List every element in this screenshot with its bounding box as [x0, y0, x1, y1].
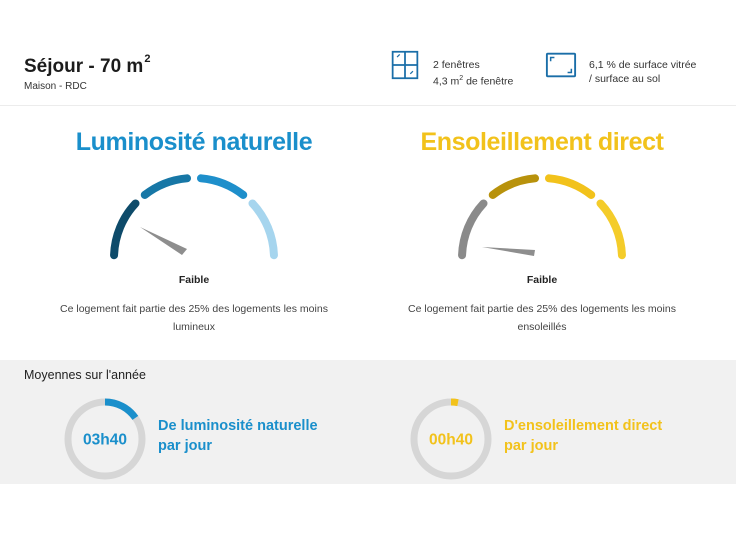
luminosity-gauge	[110, 174, 278, 260]
room-header: Séjour - 70 m2 Maison - RDC 2 fenêtres 4…	[0, 0, 736, 106]
luminosity-gauge-segment-2	[140, 174, 192, 199]
sunshine-title: Ensoleillement direct	[420, 128, 664, 156]
luminosity-description: Ce logement fait partie des 25% des loge…	[60, 303, 328, 333]
luminosity-ring-progress	[64, 398, 146, 480]
sunshine-level: Faible	[526, 274, 558, 286]
window-icon	[391, 50, 419, 80]
windows-stat: 2 fenêtres 4,3 m2 de fenêtre	[389, 50, 513, 89]
sunshine-description: Ce logement fait partie des 25% des loge…	[408, 303, 676, 333]
luminosity-section: Luminosité naturelle Faible Ce logement …	[10, 128, 378, 336]
window-area: 4,3 m2 de fenêtre	[433, 75, 514, 88]
luminosity-title: Luminosité naturelle	[75, 128, 313, 156]
luminosity-level: Faible	[178, 274, 210, 286]
luminosity-gauge-segment-1	[110, 199, 140, 260]
luminosity-gauge-needle	[140, 227, 187, 255]
room-subtitle: Maison - RDC	[24, 81, 87, 92]
luminosity-gauge-segment-4	[248, 199, 278, 260]
sunshine-gauge-segment-1	[458, 199, 488, 260]
sunshine-ring-progress	[410, 398, 492, 480]
sunshine-gauge-needle	[482, 247, 535, 256]
windows-stat-text: 2 fenêtres 4,3 m2 de fenêtre	[433, 50, 513, 89]
sunshine-gauge-segment-3	[544, 174, 596, 199]
annual-title: Moyennes sur l'année	[24, 368, 146, 382]
glazing-ratio-unit: / surface au sol	[589, 73, 661, 85]
windows-count: 2 fenêtres	[433, 59, 480, 71]
luminosity-gauge-segment-3	[196, 174, 248, 199]
sunshine-gauge-segment-4	[596, 199, 626, 260]
glazing-stat: 6,1 % de surface vitrée / surface au sol	[545, 50, 696, 86]
sunshine-gauge	[458, 174, 626, 260]
glazing-stat-text: 6,1 % de surface vitrée / surface au sol	[589, 50, 696, 86]
annual-averages: Moyennes sur l'année 03h40 De luminosité…	[0, 360, 736, 484]
glazed-surface-icon	[545, 52, 577, 78]
sunshine-daily-label: D'ensoleillement direct par jour	[504, 418, 663, 454]
luminosity-daily-value: 03h40	[83, 432, 127, 449]
luminosity-daily-label: De luminosité naturelle par jour	[158, 418, 318, 454]
luminosity-daily-ring: 03h40	[64, 398, 146, 480]
sunshine-daily-ring: 00h40	[410, 398, 492, 480]
sunshine-daily-value: 00h40	[429, 432, 473, 449]
room-title: Séjour - 70 m2	[24, 53, 151, 77]
glazing-ratio: 6,1 % de surface vitrée	[589, 59, 697, 71]
sunshine-section: Ensoleillement direct Faible Ce logement…	[358, 128, 726, 336]
sunshine-gauge-segment-2	[488, 174, 540, 199]
